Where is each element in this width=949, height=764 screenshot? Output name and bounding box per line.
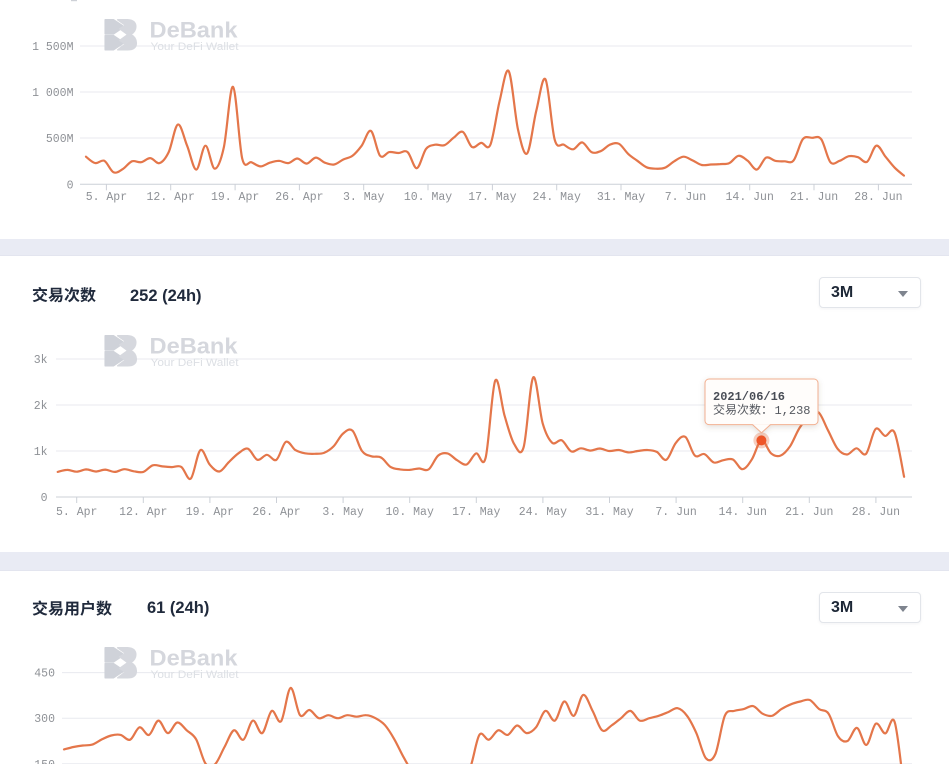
svg-text:3k: 3k xyxy=(34,354,48,367)
svg-text:1,238: 1,238 xyxy=(775,404,811,418)
svg-text:1k: 1k xyxy=(34,446,48,459)
svg-text:0: 0 xyxy=(67,179,74,192)
svg-text:10. May: 10. May xyxy=(404,191,452,204)
svg-text:31. May: 31. May xyxy=(597,191,645,204)
svg-text:DeBank: DeBank xyxy=(150,645,239,670)
svg-text:31. May: 31. May xyxy=(585,506,633,519)
svg-text:2021/06/16: 2021/06/16 xyxy=(713,390,785,404)
svg-text:Your DeFi Wallet: Your DeFi Wallet xyxy=(151,669,239,681)
svg-text:17. May: 17. May xyxy=(452,506,500,519)
svg-text:61 (24h): 61 (24h) xyxy=(147,599,209,617)
svg-text:14. Jun: 14. Jun xyxy=(726,191,774,204)
svg-text:3. May: 3. May xyxy=(322,506,364,519)
svg-text:7. Jun: 7. Jun xyxy=(665,191,706,204)
svg-text:DeBank: DeBank xyxy=(150,17,239,42)
svg-text:DeBank: DeBank xyxy=(150,333,239,358)
svg-text:1 500M: 1 500M xyxy=(32,41,74,54)
svg-text:28. Jun: 28. Jun xyxy=(852,506,900,519)
svg-text:1 000M: 1 000M xyxy=(32,87,74,100)
svg-text:26. Apr: 26. Apr xyxy=(252,506,300,519)
svg-text:10. May: 10. May xyxy=(386,506,434,519)
svg-text:7. Jun: 7. Jun xyxy=(655,506,696,519)
svg-text:500M: 500M xyxy=(46,133,74,146)
svg-text:28. Jun: 28. Jun xyxy=(854,191,902,204)
svg-text:19. Apr: 19. Apr xyxy=(186,506,234,519)
svg-text:14. Jun: 14. Jun xyxy=(719,506,767,519)
svg-text:Your DeFi Wallet: Your DeFi Wallet xyxy=(151,41,239,53)
svg-text:3. May: 3. May xyxy=(343,191,385,204)
svg-text:5. Apr: 5. Apr xyxy=(86,191,127,204)
svg-text:24. May: 24. May xyxy=(519,506,567,519)
svg-text:17. May: 17. May xyxy=(468,191,516,204)
svg-text:2k: 2k xyxy=(34,400,48,413)
svg-text:Your DeFi Wallet: Your DeFi Wallet xyxy=(151,357,239,369)
svg-text:12. Apr: 12. Apr xyxy=(147,191,195,204)
svg-text:24. May: 24. May xyxy=(533,191,581,204)
svg-text:0: 0 xyxy=(41,492,48,505)
svg-text:26. Apr: 26. Apr xyxy=(275,191,323,204)
svg-text:150: 150 xyxy=(34,759,55,764)
svg-text:12. Apr: 12. Apr xyxy=(119,506,167,519)
svg-text:252 (24h): 252 (24h) xyxy=(130,287,202,305)
svg-text:300: 300 xyxy=(34,713,55,726)
svg-text:21. Jun: 21. Jun xyxy=(790,191,838,204)
svg-text:21. Jun: 21. Jun xyxy=(785,506,833,519)
svg-text:19. Apr: 19. Apr xyxy=(211,191,259,204)
svg-text:5. Apr: 5. Apr xyxy=(56,506,97,519)
svg-text:450: 450 xyxy=(34,668,55,681)
